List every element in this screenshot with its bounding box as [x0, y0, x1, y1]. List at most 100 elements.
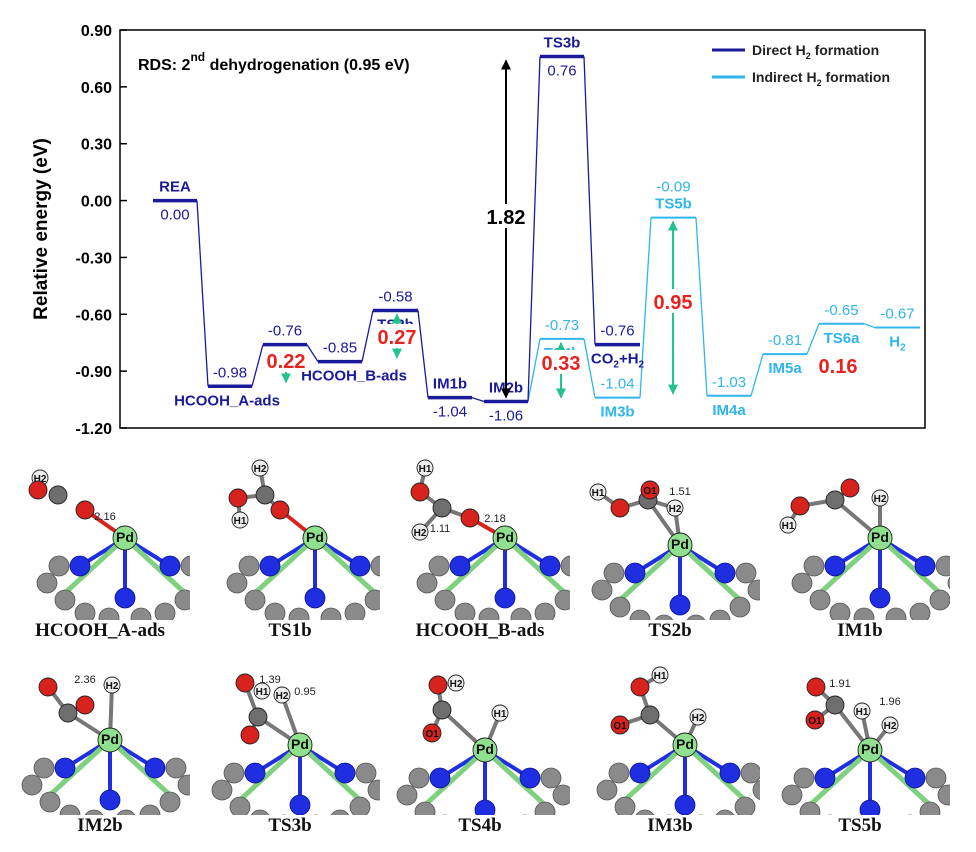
atom — [273, 686, 291, 704]
carbon-atom — [84, 809, 104, 815]
nitrogen-atom — [159, 555, 181, 577]
atom — [689, 708, 707, 726]
atom — [248, 707, 268, 727]
atom — [610, 498, 630, 518]
atom-label: H2 — [692, 713, 705, 724]
atom — [411, 523, 429, 541]
atom — [75, 500, 95, 520]
carbon-atom — [355, 762, 377, 784]
carbon-atom — [180, 555, 190, 577]
nitrogen-atom — [869, 587, 891, 609]
structure-caption: IM3b — [647, 815, 693, 836]
structure-caption: IM2b — [77, 815, 123, 836]
carbon-atom — [709, 609, 731, 620]
structure-caption: TS4b — [458, 815, 502, 836]
energy-profile-chart: 0.90 0.60 0.30 0.00 -0.30 -0.60 -0.90 -1.20 Rela… — [31, 23, 926, 438]
atom — [428, 675, 448, 695]
carbon-atom — [614, 796, 636, 815]
carbon-atom — [947, 576, 950, 590]
carbon-atom — [540, 767, 562, 789]
connector-line — [583, 56, 596, 345]
nitrogen-atom — [304, 587, 326, 609]
atom-label: Pd — [116, 529, 134, 545]
distance-label: 0.95 — [294, 686, 315, 698]
distance-label: 1.39 — [259, 674, 280, 686]
level-name: TS5b — [655, 196, 692, 213]
nitrogen-atom — [54, 757, 76, 779]
structure-caption: TS5b — [838, 815, 882, 836]
legend-entry: Direct H2 formation — [752, 42, 879, 61]
atom — [97, 727, 123, 753]
atom — [666, 499, 684, 517]
nitrogen-atom — [824, 555, 846, 577]
atom — [251, 459, 269, 477]
structure-row-bottom: H2 Pd 2.36 IM2b H1 H2 Pd 1.39 0.95 TS3b H2 O1 H1 Pd TS… — [0, 645, 976, 850]
atom — [38, 677, 58, 697]
y-tick-label: -1.20 — [76, 421, 113, 438]
atom-label: H2 — [106, 681, 119, 692]
carbon-atom — [130, 607, 152, 620]
atom — [806, 677, 826, 697]
atom — [871, 489, 889, 507]
bond — [63, 536, 127, 595]
connector-line — [695, 217, 708, 396]
connector-line — [639, 217, 652, 398]
atom-label: Pd — [676, 736, 694, 752]
atom — [75, 695, 95, 715]
connector-line — [750, 353, 764, 396]
distance-label: 1.11 — [430, 523, 451, 535]
level-value: -1.03 — [712, 374, 746, 391]
carbon-atom — [909, 602, 931, 620]
atom-label: Pd — [306, 529, 324, 545]
level-name: TS6a — [824, 330, 861, 347]
barrier-label: 0.22 — [267, 351, 306, 373]
carbon-atom — [48, 555, 70, 577]
atom — [779, 516, 797, 534]
carbon-atom — [428, 555, 450, 577]
atom-label: Pd — [861, 741, 879, 757]
carbon-atom — [752, 780, 760, 800]
nitrogen-atom — [474, 799, 496, 815]
structure-ts4b: H2 O1 H1 Pd TS4b — [390, 645, 570, 850]
atom — [651, 666, 669, 684]
carbon-atom — [159, 791, 181, 813]
level-value: -0.58 — [378, 288, 412, 305]
connector-line — [251, 344, 264, 387]
carbon-atom — [603, 562, 625, 584]
barrier-label-bg — [539, 350, 583, 374]
level-name: IM3b — [600, 404, 634, 421]
distance-label: 1.51 — [669, 486, 690, 498]
atom-label: Pd — [291, 736, 309, 752]
carbon-atom — [454, 602, 476, 620]
structure-ts1b: H2 H1 Pd TS1b — [200, 450, 380, 655]
carbon-atom — [434, 589, 456, 611]
atom — [235, 673, 255, 693]
nitrogen-atom — [814, 767, 836, 789]
level-value: -0.76 — [268, 323, 302, 340]
atom — [416, 459, 434, 477]
level-name: TS3b — [544, 35, 581, 52]
structure-caption: HCOOH_B-ads — [415, 620, 545, 641]
barrier-label: 0.33 — [542, 353, 581, 375]
nitrogen-atom — [519, 767, 541, 789]
barrier-label: 0.27 — [378, 327, 417, 349]
atom — [253, 682, 271, 700]
carbon-atom — [686, 614, 706, 620]
atom — [857, 737, 883, 763]
barrier-label-bg — [484, 204, 528, 228]
connector-line — [527, 56, 541, 402]
carbon-atom — [116, 809, 136, 815]
y-tick-label: 0.60 — [81, 80, 112, 97]
barrier-label: 0.95 — [654, 292, 693, 314]
structure-hcooh-a-ads: H2 Pd 2.16 HCOOH_A-ads — [10, 450, 190, 655]
atom — [255, 485, 275, 505]
atom — [472, 737, 498, 763]
bond — [48, 738, 112, 797]
carbon-atom — [919, 801, 941, 815]
bond — [618, 543, 682, 602]
carbon-atom — [370, 555, 380, 577]
carbon-atom — [414, 801, 436, 815]
carbon-atom — [250, 809, 270, 815]
carbon-atom — [174, 589, 190, 611]
carbon-atom — [935, 555, 950, 577]
